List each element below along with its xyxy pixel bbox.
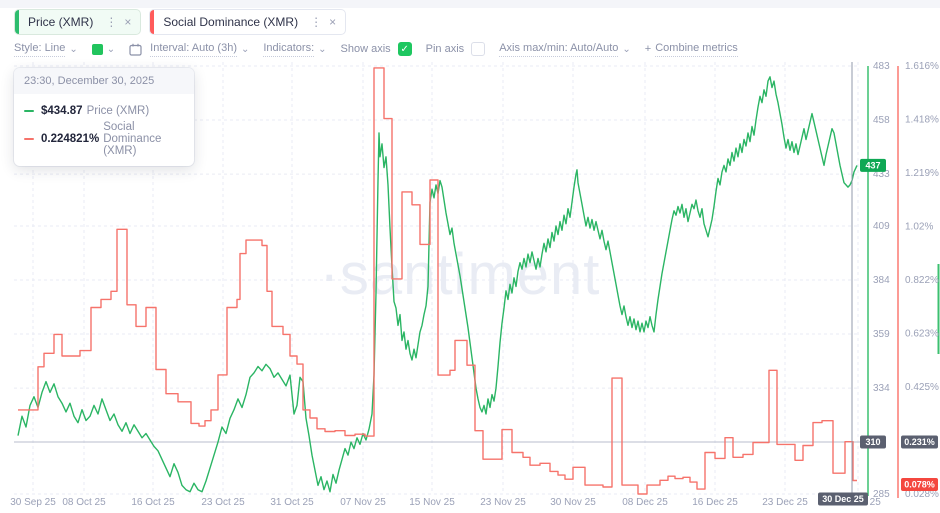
price-axis-label: 409 <box>873 221 890 232</box>
chart-area: ·santiment 483 458 433 409 384 359 334 285 1.616%… <box>0 62 940 513</box>
price-axis-label: 384 <box>873 275 890 286</box>
crosshair-price-badge-text: 310 <box>865 437 880 447</box>
tab-label: Social Dominance (XMR) <box>163 15 299 29</box>
crosshair-sd-badge-text: 0.231% <box>904 437 935 447</box>
tooltip-row-price: $434.87 Price (XMR) <box>24 105 184 117</box>
crosshair-date-badge <box>818 492 868 506</box>
show-axis-toggle[interactable]: Show axis ✓ <box>341 42 412 56</box>
chart-tooltip: 23:30, December 30, 2025 $434.87 Price (… <box>14 68 194 166</box>
social-dominance-axis-label: 0.822% <box>905 275 939 286</box>
price-axis-label: 359 <box>873 329 890 340</box>
color-swatch <box>91 43 103 55</box>
calendar-icon <box>129 43 142 56</box>
chart-canvas[interactable]: ·santiment4834584334093843593342851.616%… <box>0 62 940 513</box>
top-strip <box>0 0 940 8</box>
price-last-value-badge <box>860 158 886 172</box>
price-line-series <box>17 76 858 493</box>
date-axis-label: 16 Dec 25 <box>692 497 738 508</box>
social-dominance-step-series <box>18 67 857 495</box>
price-axis-label: 433 <box>873 169 890 180</box>
social-dominance-axis-label: 1.616% <box>905 62 939 72</box>
crosshair-date-badge-text: 30 Dec 25 <box>822 494 864 504</box>
social-dominance-axis-label: 1.02% <box>905 222 933 233</box>
price-axis-label: 334 <box>873 383 890 394</box>
crosshair-sd-badge <box>901 435 938 449</box>
date-axis-label: 15 Nov 25 <box>409 497 455 508</box>
social-dominance-axis-label: 0.623% <box>905 329 939 340</box>
interval-dropdown[interactable]: Interval: Auto (3h) ⌄ <box>150 41 250 57</box>
tooltip-timestamp: 23:30, December 30, 2025 <box>14 68 194 94</box>
social-dominance-axis-label: 0.425% <box>905 382 939 393</box>
date-axis-label: 30 Sep 25 <box>10 497 56 508</box>
crosshair-price-badge <box>860 435 886 449</box>
plus-icon: + <box>644 43 652 55</box>
price-axis-label: 458 <box>873 115 890 126</box>
metric-tab-bar: Price (XMR) ⋮ × Social Dominance (XMR) ⋮… <box>0 8 940 36</box>
date-axis-label: 30 Nov 25 <box>550 497 596 508</box>
price-axis-label: 285 <box>873 489 890 500</box>
date-axis-label: 08 Oct 25 <box>62 497 106 508</box>
pin-axis-toggle[interactable]: Pin axis <box>426 42 486 56</box>
close-tab-icon[interactable]: × <box>124 15 132 29</box>
date-axis-label: 16 Oct 25 <box>131 497 175 508</box>
calendar-button[interactable] <box>129 43 142 56</box>
date-axis-label: 23 Nov 25 <box>480 497 526 508</box>
chart-toolbar: Style: Line ⌄ ⌄ Interval: Auto (3h) ⌄ In… <box>0 36 940 62</box>
date-axis-label: 31 Oct 25 <box>270 497 314 508</box>
sd-last-value-badge-text: 0.078% <box>904 480 935 490</box>
tab-social-dominance-xmr[interactable]: Social Dominance (XMR) ⋮ × <box>149 9 347 35</box>
chevron-down-icon: ⌄ <box>240 43 250 55</box>
kebab-menu-icon[interactable]: ⋮ <box>310 15 323 29</box>
indicators-dropdown[interactable]: Indicators: ⌄ <box>263 41 327 57</box>
kebab-menu-icon[interactable]: ⋮ <box>105 15 118 29</box>
social-dominance-axis-label: 0.028% <box>905 489 939 500</box>
chevron-down-icon: ⌄ <box>106 43 116 55</box>
show-axis-checkbox[interactable]: ✓ <box>397 42 412 56</box>
date-axis-label: 07 Nov 25 <box>340 497 386 508</box>
date-axis-label: 23 Oct 25 <box>201 497 245 508</box>
social-dominance-axis-label: 1.418% <box>905 114 939 125</box>
tab-price-xmr[interactable]: Price (XMR) ⋮ × <box>14 9 142 35</box>
chevron-down-icon: ⌄ <box>318 43 327 55</box>
tab-accent-green <box>15 10 19 34</box>
date-axis-label: 08 Dec 25 <box>622 497 668 508</box>
combine-metrics-button[interactable]: + Combine metrics <box>644 41 738 57</box>
check-icon: ✓ <box>400 43 409 55</box>
date-axis-label: 23 Dec 25 <box>762 497 808 508</box>
price-series-dash-icon <box>24 110 34 112</box>
pin-axis-checkbox[interactable] <box>471 42 486 56</box>
price-last-value-badge-text: 437 <box>865 160 880 170</box>
tooltip-row-social-dominance: 0.224821% Social Dominance (XMR) <box>24 121 184 157</box>
price-axis-label: 483 <box>873 62 890 72</box>
chevron-down-icon: ⌄ <box>69 43 78 55</box>
chevron-down-icon: ⌄ <box>622 43 631 55</box>
tab-accent-red <box>150 10 155 34</box>
axis-maxmin-dropdown[interactable]: Axis max/min: Auto/Auto ⌄ <box>499 41 631 57</box>
sd-last-value-badge <box>901 478 938 492</box>
social-dominance-series-dash-icon <box>24 138 34 140</box>
social-dominance-axis-label: 1.219% <box>905 168 939 179</box>
line-color-picker[interactable]: ⌄ <box>91 43 116 55</box>
close-tab-icon[interactable]: × <box>329 15 337 29</box>
style-dropdown[interactable]: Style: Line ⌄ <box>14 41 78 57</box>
tab-label: Price (XMR) <box>28 15 94 29</box>
